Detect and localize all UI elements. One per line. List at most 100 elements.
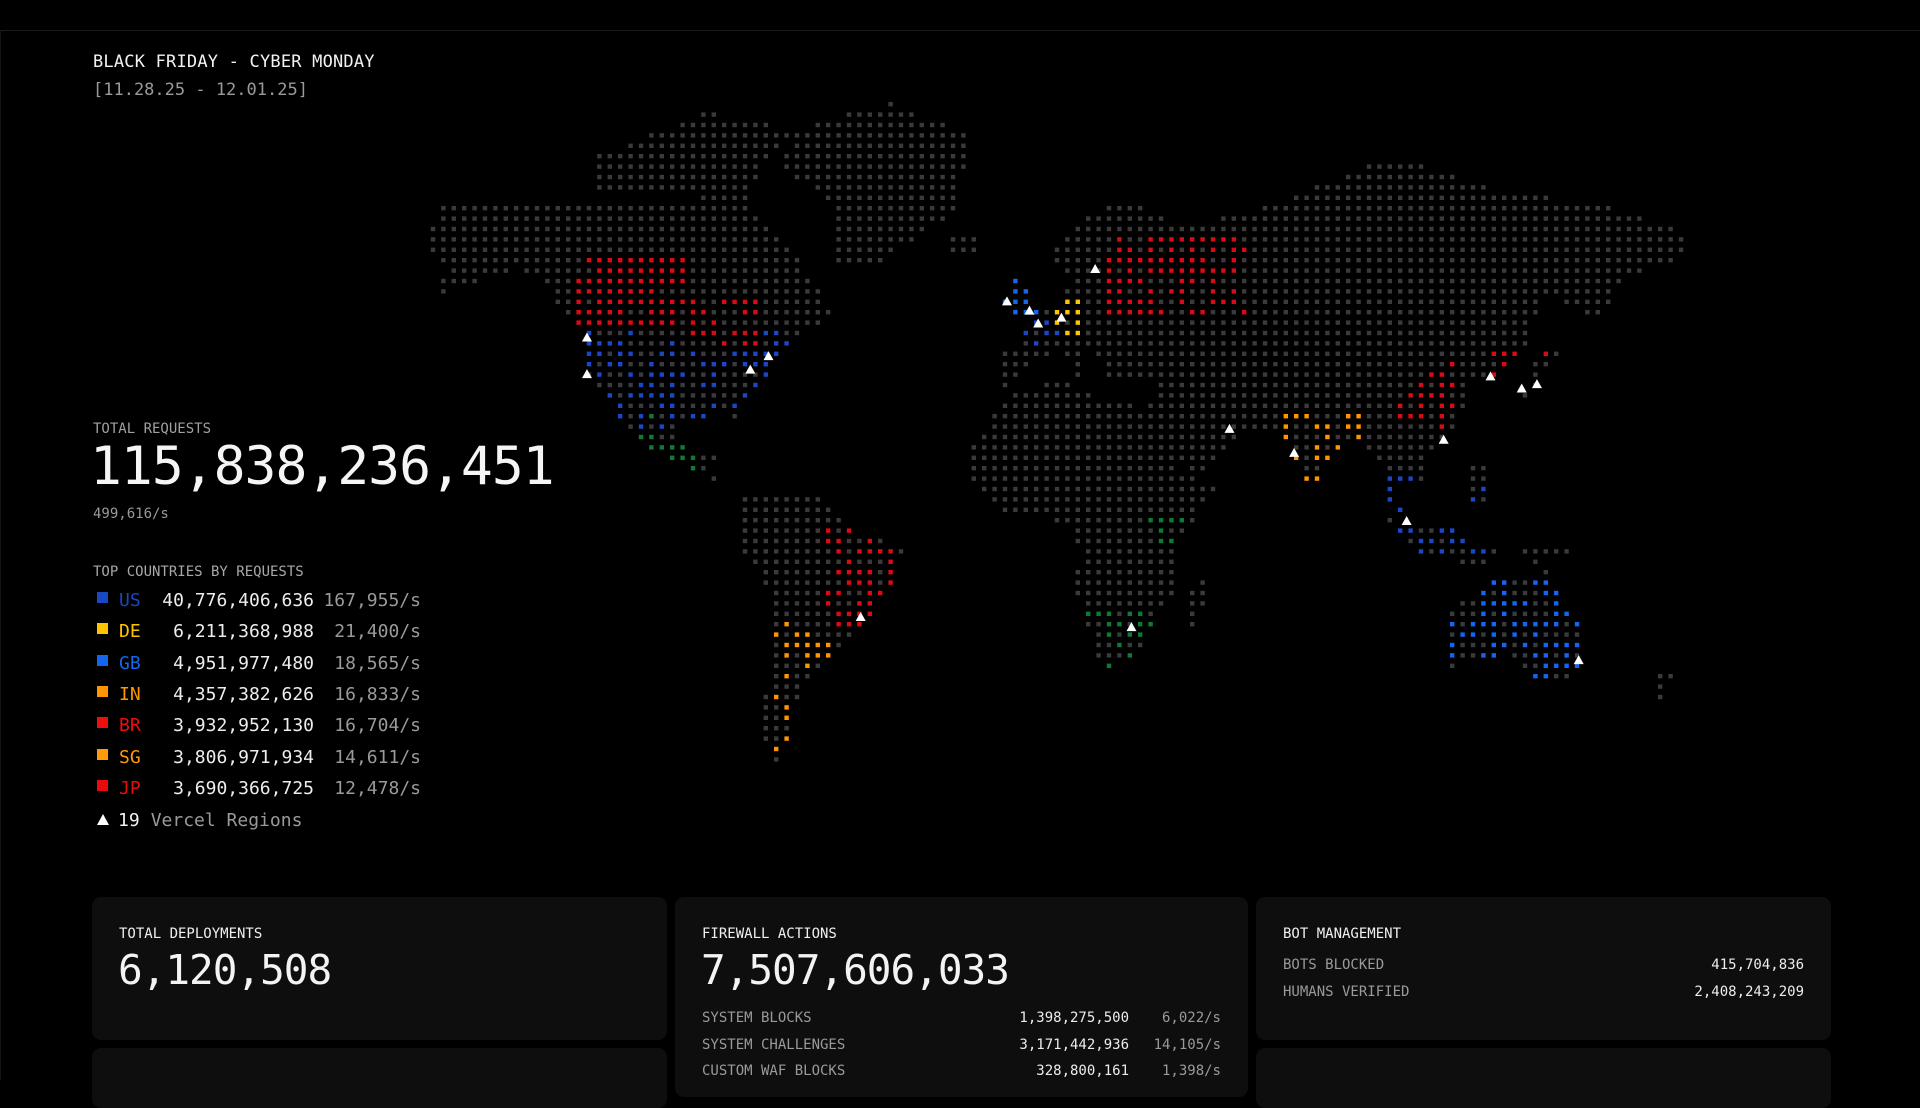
map-dot (1179, 528, 1184, 533)
map-dot (1138, 206, 1143, 211)
map-dot (846, 216, 852, 221)
map-dot (888, 133, 893, 138)
map-dot (1325, 445, 1330, 450)
map-dot (586, 226, 592, 232)
map-dot (836, 143, 841, 148)
map-dot-active (638, 424, 644, 429)
map-dot (909, 226, 914, 232)
map-dot (826, 143, 831, 148)
map-dot (919, 206, 924, 211)
map-dot (1294, 382, 1299, 388)
map-dot (1387, 362, 1392, 367)
map-dot-active (618, 414, 623, 419)
map-dot (1325, 195, 1330, 200)
firewall-row: SYSTEM BLOCKS 1,398,275,500 6,022/s (702, 1010, 1221, 1026)
map-dot-active (680, 455, 685, 460)
map-dot (1138, 414, 1143, 419)
panel-title: FIREWALL ACTIONS (702, 926, 837, 942)
map-dot (1117, 611, 1122, 616)
map-dot (1210, 372, 1216, 377)
map-dot (670, 289, 675, 294)
map-dot (1398, 185, 1403, 190)
map-dot (628, 362, 633, 367)
map-dot-active (680, 258, 685, 263)
map-dot (1450, 268, 1455, 273)
map-dot (930, 133, 935, 138)
map-dot (1200, 455, 1205, 460)
map-dot (1418, 206, 1424, 211)
map-dot (742, 549, 748, 554)
map-dot (1450, 310, 1455, 315)
map-dot (774, 674, 779, 679)
map-dot-active (1398, 476, 1403, 481)
map-dot (1470, 289, 1476, 294)
map-dot (1335, 206, 1340, 211)
map-dot (1356, 382, 1361, 388)
map-dot-active (1138, 278, 1143, 284)
map-dot (1429, 382, 1434, 388)
map-dot (1647, 237, 1652, 242)
map-dot (1169, 466, 1174, 471)
map-dot-active (586, 341, 592, 346)
map-dot (1366, 278, 1372, 284)
map-dot (1190, 486, 1195, 492)
map-dot (794, 164, 800, 169)
map-dot (1502, 237, 1507, 242)
map-dot (711, 112, 716, 117)
map-dot (1398, 258, 1403, 263)
map-dot (1418, 216, 1424, 221)
map-dot-active (1356, 414, 1361, 419)
map-dot (784, 299, 789, 304)
map-dot (1179, 497, 1184, 502)
map-dot (1460, 341, 1465, 346)
map-dot (1366, 320, 1372, 325)
map-dot (1678, 237, 1684, 242)
map-dot-active (1023, 299, 1028, 304)
map-dot (1262, 268, 1268, 273)
map-dot-active (607, 393, 612, 398)
map-dot (1117, 455, 1122, 460)
map-dot (1606, 258, 1611, 263)
map-dot-active (1439, 403, 1444, 408)
map-dot (1304, 434, 1309, 440)
map-dot (1242, 237, 1247, 242)
map-dot-active (659, 258, 664, 263)
map-dot (722, 195, 727, 200)
map-dot (1127, 528, 1132, 533)
map-dot (1304, 320, 1309, 325)
map-dot (909, 195, 914, 200)
map-dot (1533, 559, 1538, 564)
map-dot (1065, 414, 1070, 419)
map-dot (680, 143, 685, 148)
map-dot (711, 237, 716, 242)
map-dot (1470, 278, 1476, 284)
map-dot (1190, 414, 1195, 419)
map-dot-active (1179, 518, 1184, 523)
map-dot (441, 226, 446, 232)
map-dot (1221, 445, 1226, 450)
map-dot (732, 268, 737, 273)
map-dot (1190, 622, 1195, 627)
map-dot (815, 590, 820, 596)
map-dot (1086, 226, 1091, 232)
map-dot (566, 268, 571, 273)
map-dot (898, 549, 904, 554)
map-dot (1086, 320, 1091, 325)
map-dot (1314, 434, 1320, 440)
map-dot (1179, 455, 1184, 460)
map-dot-active (670, 351, 675, 356)
map-dot-active (618, 351, 623, 356)
map-dot (701, 299, 706, 304)
map-dot-active (690, 330, 696, 336)
map-dot (1314, 195, 1320, 200)
map-dot (1273, 268, 1278, 273)
map-dot (1117, 653, 1122, 658)
map-dot (784, 330, 789, 336)
map-dot (649, 247, 654, 252)
map-dot (1325, 268, 1330, 273)
map-dot-active (867, 580, 872, 585)
map-dot (597, 174, 602, 180)
map-dot (1179, 341, 1184, 346)
map-dot (451, 237, 456, 242)
map-dot (1346, 330, 1351, 336)
